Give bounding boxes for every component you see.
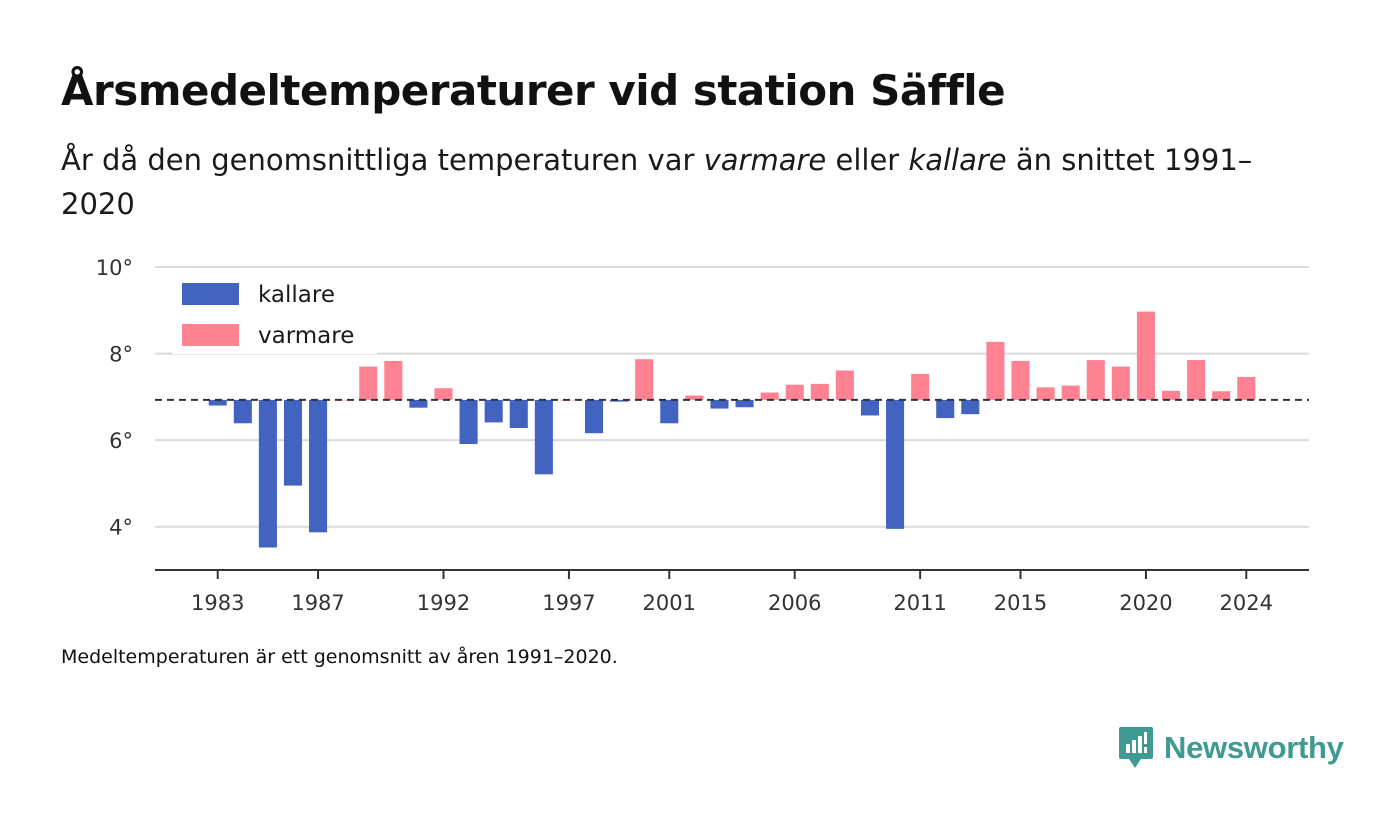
bar-1992: [434, 388, 453, 400]
legend-label-kallare: kallare: [258, 282, 335, 308]
bars: [208, 311, 1256, 548]
x-tick-label: 2006: [768, 591, 821, 615]
x-tick-label: 2001: [643, 591, 696, 615]
y-axis-ticks: 4° 6° 8° 10°: [96, 256, 133, 540]
subtitle-colder: kallare: [908, 143, 1007, 177]
bar-2004: [735, 399, 754, 408]
bar-2008: [835, 370, 854, 400]
legend-swatch-kallare: [182, 283, 239, 305]
x-tick-label: 1992: [417, 591, 470, 615]
y-tick-label: 4°: [109, 516, 133, 540]
bar-2013: [961, 399, 980, 415]
legend: kallare varmare: [172, 270, 377, 354]
bar-1990: [384, 360, 403, 400]
bar-2000: [635, 359, 654, 400]
x-tick-label: 1997: [542, 591, 595, 615]
bar-1998: [584, 399, 604, 434]
bar-1985: [258, 399, 277, 548]
newsworthy-logo-icon: [1119, 727, 1153, 768]
newsworthy-logo: Newsworthy: [1118, 726, 1344, 770]
chart-subtitle: År då den genomsnittliga temperaturen va…: [61, 138, 1321, 226]
bar-1991: [409, 399, 428, 408]
y-tick-label: 8°: [109, 343, 133, 367]
x-tick-label: 1983: [191, 591, 244, 615]
bar-2021: [1161, 390, 1181, 400]
x-tick-label: 2015: [994, 591, 1047, 615]
bar-1996: [534, 399, 553, 475]
bar-2024: [1237, 376, 1256, 400]
x-axis: 1983 1987 1992 1997 2001 2006 2011 2015 2020 2024: [155, 569, 1309, 615]
bar-1995: [509, 399, 528, 429]
bar-1988: [334, 399, 353, 401]
x-tick-label: 2020: [1119, 591, 1172, 615]
bar-2005: [760, 392, 779, 400]
chart-title: Årsmedeltemperaturer vid station Säffle: [61, 66, 1006, 115]
bar-1987: [309, 399, 328, 533]
gridlines: [155, 266, 1309, 528]
subtitle-text-2: eller: [826, 143, 909, 177]
bar-2010: [886, 399, 905, 529]
bar-2003: [710, 399, 729, 409]
subtitle-text-1: År då den genomsnittliga temperaturen va…: [61, 143, 704, 177]
y-tick-label: 6°: [109, 429, 133, 453]
legend-swatch-varmare: [182, 324, 239, 346]
bar-2006: [785, 384, 804, 400]
bar-2009: [860, 399, 880, 416]
bar-1994: [484, 399, 503, 423]
bar-1984: [233, 399, 252, 424]
bar-2014: [986, 341, 1005, 400]
bar-2022: [1187, 360, 1206, 400]
temperature-bar-chart: 4° 6° 8° 10° 1983 1987 1992 1997 2001 2006 2011 20…: [96, 256, 1309, 615]
footnote: Medeltemperaturen är ett genomsnitt av å…: [61, 646, 618, 668]
bar-1989: [359, 366, 378, 400]
bar-2018: [1086, 360, 1105, 400]
bar-1999: [610, 399, 629, 402]
y-tick-label: 10°: [96, 256, 133, 280]
bar-1993: [459, 399, 478, 445]
bar-2017: [1061, 385, 1080, 400]
subtitle-warmer: varmare: [703, 143, 827, 177]
bar-2019: [1111, 366, 1130, 400]
bar-1983: [208, 399, 227, 406]
bar-1986: [283, 399, 303, 486]
subtitle-text-3: än snittet 1991–2020: [61, 143, 1253, 221]
x-tick-label: 1987: [291, 591, 344, 615]
newsworthy-wordmark: Newsworthy: [1164, 730, 1344, 765]
legend-label-varmare: varmare: [258, 323, 354, 349]
bar-2012: [936, 399, 955, 419]
bar-2023: [1212, 391, 1231, 400]
x-tick-label: 2011: [893, 591, 946, 615]
bar-2011: [911, 373, 930, 400]
bar-2001: [660, 399, 679, 424]
bar-2016: [1036, 387, 1055, 400]
bar-2015: [1011, 360, 1030, 400]
bar-2002: [685, 395, 704, 400]
x-tick-label: 2024: [1220, 591, 1273, 615]
bar-2020: [1136, 311, 1155, 400]
bar-2007: [810, 383, 829, 400]
